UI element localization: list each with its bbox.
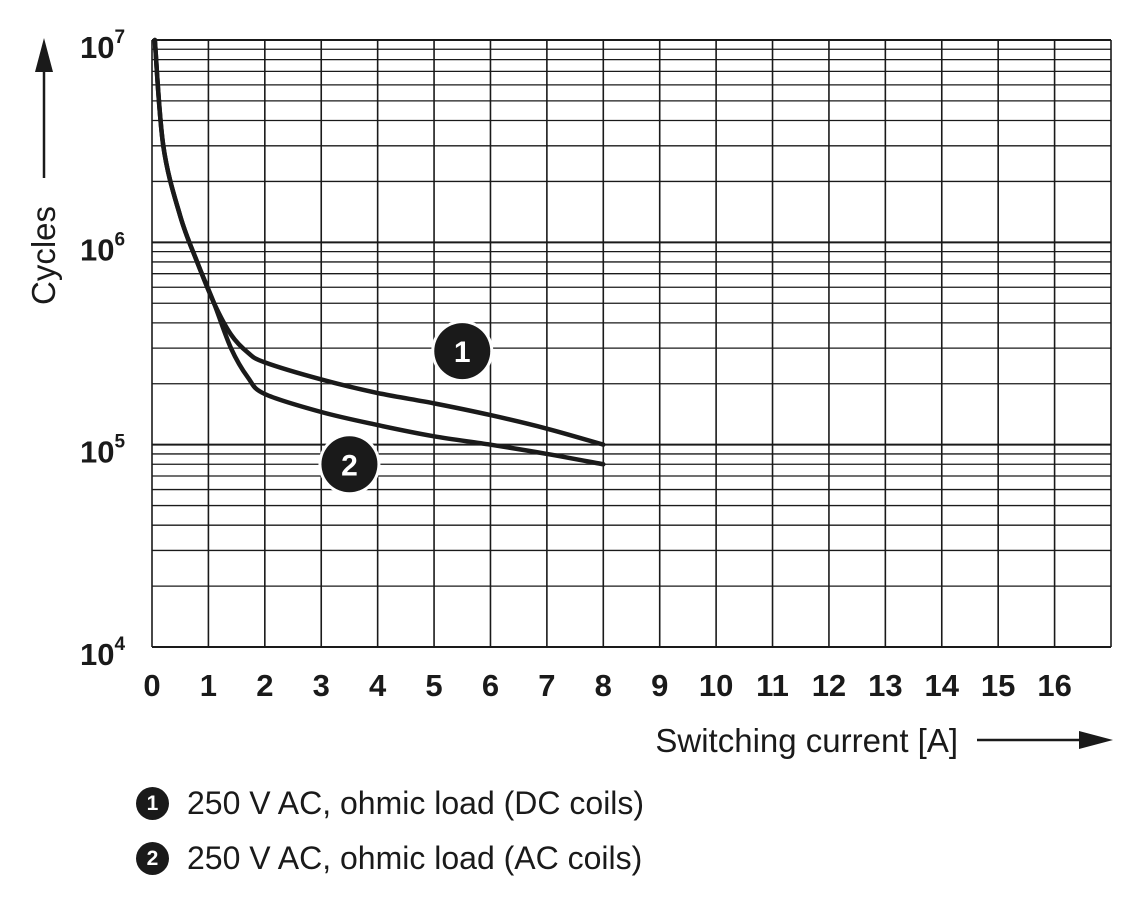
y-tick-exponent: 6 — [114, 229, 125, 250]
y-axis-title: Cycles — [25, 206, 62, 305]
x-tick-label: 7 — [538, 668, 555, 703]
series-marker-2 — [321, 436, 378, 493]
y-tick-label: 106 — [80, 229, 125, 267]
x-tick-label: 16 — [1037, 668, 1071, 703]
y-tick-exponent: 4 — [114, 634, 125, 655]
legend-item-2: 2 250 V AC, ohmic load (AC coils) — [136, 840, 642, 877]
grid-minor — [152, 48, 1111, 587]
x-tick-label: 10 — [699, 668, 733, 703]
x-tick-label: 6 — [482, 668, 499, 703]
series-lines — [152, 37, 606, 467]
y-tick-base: 10 — [80, 30, 114, 65]
series-marker-label-2: 2 — [341, 449, 358, 482]
legend-badge-2: 2 — [136, 842, 169, 875]
x-tick-label: 14 — [925, 668, 960, 703]
y-axis-arrow-head — [35, 38, 53, 72]
series-line-2 — [152, 37, 606, 467]
y-tick-label: 105 — [80, 432, 125, 470]
series-marker-label-1: 1 — [454, 336, 471, 369]
x-tick-label: 15 — [981, 668, 1015, 703]
legend-label-2: 250 V AC, ohmic load (AC coils) — [187, 840, 643, 876]
x-axis-arrow-head — [1079, 731, 1113, 749]
x-tick-label: 8 — [595, 668, 612, 703]
y-tick-label: 104 — [80, 634, 125, 672]
legend-badge-1: 1 — [136, 787, 169, 820]
x-tick-label: 0 — [143, 668, 160, 703]
x-tick-label: 1 — [200, 668, 217, 703]
series-marker-1 — [434, 323, 491, 380]
x-tick-labels: 0 1 2 3 4 5 6 7 8 9 10 11 12 13 14 15 16 — [143, 668, 1071, 703]
x-tick-label: 13 — [868, 668, 902, 703]
x-tick-label: 11 — [756, 668, 789, 703]
y-tick-exponent: 5 — [114, 432, 125, 453]
y-tick-base: 10 — [80, 435, 114, 470]
legend-label-1: 250 V AC, ohmic load (DC coils) — [187, 785, 645, 821]
x-tick-label: 9 — [651, 668, 668, 703]
legend-item-1: 1 250 V AC, ohmic load (DC coils) — [136, 785, 644, 822]
y-tick-base: 10 — [80, 637, 114, 672]
y-tick-base: 10 — [80, 232, 114, 267]
x-tick-label: 4 — [369, 668, 387, 703]
y-tick-exponent: 7 — [114, 27, 125, 48]
x-tick-label: 5 — [425, 668, 442, 703]
y-tick-label: 107 — [80, 27, 125, 65]
x-tick-label: 12 — [812, 668, 846, 703]
x-tick-label: 3 — [313, 668, 330, 703]
grid-major — [151, 39, 1112, 648]
series-markers: 12 — [318, 320, 494, 496]
x-axis-title: Switching current [A] — [655, 722, 958, 759]
x-tick-label: 2 — [256, 668, 273, 703]
